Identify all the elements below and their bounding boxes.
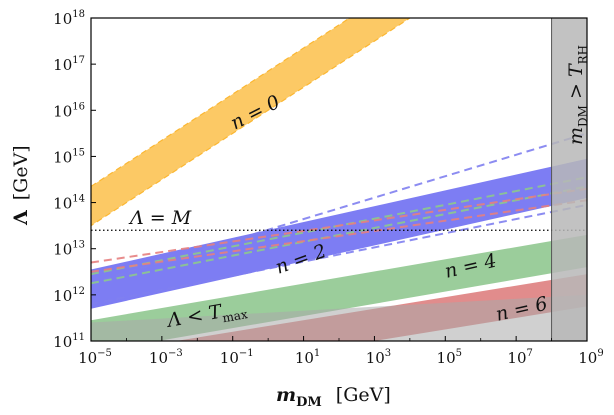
y-tick-label: 1014 bbox=[53, 194, 85, 213]
label-trh-sub-dm: DM bbox=[576, 105, 590, 127]
band-n-4 bbox=[91, 234, 587, 341]
y-tick-label: 1013 bbox=[53, 240, 85, 259]
x-tick-label: 10−5 bbox=[78, 348, 112, 367]
x-axis-symbol: m bbox=[276, 384, 296, 406]
dashed-blue-dashed-lower bbox=[91, 203, 587, 306]
label-trh-sub-rh: RH bbox=[576, 45, 590, 65]
x-tick-label: 10−1 bbox=[220, 348, 254, 367]
x-tick-label: 109 bbox=[578, 348, 603, 367]
label-trh-rest: > T bbox=[565, 63, 587, 105]
x-tick-label: 10−3 bbox=[149, 348, 183, 367]
y-tick-label: 1017 bbox=[53, 55, 85, 74]
y-tick-label: 1016 bbox=[53, 101, 85, 120]
dashed-green-dashed-lower bbox=[91, 185, 587, 285]
dashed-blue-dashed-upper bbox=[91, 132, 587, 285]
x-tick-label: 107 bbox=[507, 348, 532, 367]
label-trh-m: m bbox=[565, 127, 587, 145]
y-tick-label: 1015 bbox=[53, 147, 85, 166]
label-lambda-eq-m: Λ = M bbox=[128, 207, 192, 229]
label-mdm-gt-trh: mDM > TRH bbox=[565, 45, 590, 145]
y-tick-label: 1018 bbox=[53, 9, 85, 28]
y-tick-label: 1012 bbox=[53, 286, 85, 305]
region-lambda-lt-tmax bbox=[91, 294, 587, 341]
y-axis-label: Λ [GeV] bbox=[10, 145, 32, 226]
plot-area bbox=[91, 18, 587, 341]
x-tick-label: 105 bbox=[437, 348, 462, 367]
x-axis-unit: [GeV] bbox=[336, 384, 391, 406]
band-n-0 bbox=[91, 18, 411, 227]
label-tmax-sub: max bbox=[221, 307, 249, 325]
axis-ticks: 10−5 10−3 10−1 101 103 105 107 109 1011 1012 1013 1… bbox=[53, 9, 604, 367]
region-mdm-gt-trh bbox=[551, 18, 587, 341]
x-tick-label: 101 bbox=[295, 348, 320, 367]
y-axis-unit: [GeV] bbox=[10, 145, 32, 200]
band-n-2 bbox=[91, 158, 587, 309]
dashed-red-dashed-lower bbox=[91, 199, 587, 273]
x-axis-subscript: DM bbox=[296, 395, 322, 410]
y-axis-symbol: Λ bbox=[10, 210, 32, 226]
dashed-red-dashed-upper bbox=[91, 187, 587, 264]
x-tick-label: 103 bbox=[366, 348, 391, 367]
x-axis-label: mDM [GeV] bbox=[276, 384, 391, 410]
y-tick-label: 1011 bbox=[53, 332, 85, 351]
